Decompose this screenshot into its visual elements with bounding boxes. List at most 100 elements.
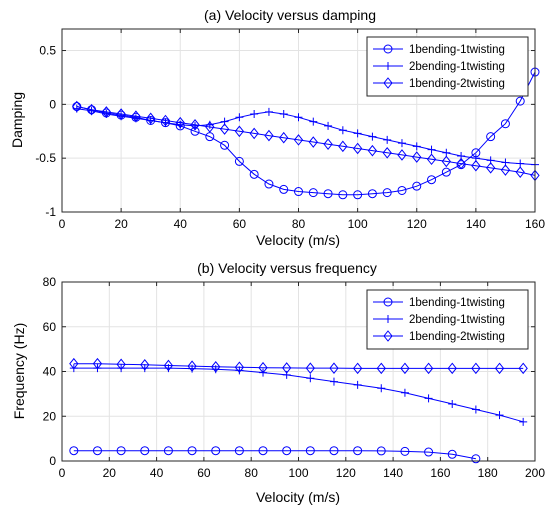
data-point-1bending-1twisting bbox=[382, 188, 392, 198]
x-axis-label-a: Velocity (m/s) bbox=[256, 232, 340, 248]
y-tick-labels-a: -1 -0.5 0 0.5 bbox=[35, 44, 56, 219]
data-point-1bending-1twisting bbox=[294, 187, 303, 197]
data-point-1bending-1twisting bbox=[279, 184, 289, 194]
data-point-1bending-2twisting bbox=[382, 146, 392, 159]
x-tick-label: 160 bbox=[525, 217, 545, 231]
y-tick-label: 0 bbox=[49, 97, 56, 111]
data-point-2bending-1twisting bbox=[471, 405, 480, 414]
data-point-1bending-1twisting bbox=[305, 446, 315, 456]
data-point-1bending-2twisting bbox=[175, 116, 185, 129]
data-point-1bending-2twisting bbox=[279, 131, 289, 144]
x-axis-label-b: Velocity (m/s) bbox=[256, 489, 340, 505]
x-tick-label: 20 bbox=[103, 466, 117, 480]
data-point-1bending-2twisting bbox=[146, 112, 156, 125]
data-point-1bending-1twisting bbox=[187, 446, 197, 456]
data-point-2bending-1twisting bbox=[448, 399, 457, 408]
data-point-1bending-2twisting bbox=[338, 140, 348, 153]
data-point-1bending-1twisting bbox=[211, 446, 221, 456]
data-point-1bending-1twisting bbox=[249, 169, 259, 179]
data-point-1bending-2twisting bbox=[518, 362, 528, 375]
data-point-1bending-2twisting bbox=[367, 144, 378, 157]
legend-marker-1bending-2twisting bbox=[383, 77, 393, 89]
data-point-1bending-2twisting bbox=[219, 123, 230, 135]
data-point-1bending-2twisting bbox=[494, 362, 505, 375]
chart-title-a: (a) Velocity versus damping bbox=[204, 7, 376, 23]
data-point-2bending-1twisting bbox=[117, 364, 126, 373]
data-point-2bending-1twisting bbox=[377, 384, 386, 393]
data-point-1bending-1twisting bbox=[447, 449, 457, 459]
series-markers-a bbox=[72, 67, 540, 200]
data-point-1bending-1twisting bbox=[427, 175, 437, 185]
data-point-1bending-1twisting bbox=[424, 447, 434, 457]
data-point-2bending-1twisting bbox=[235, 113, 244, 122]
data-point-1bending-1twisting bbox=[69, 446, 79, 456]
data-point-1bending-2twisting bbox=[131, 110, 141, 122]
data-point-1bending-1twisting bbox=[116, 446, 126, 456]
data-point-2bending-1twisting bbox=[400, 388, 409, 397]
x-tick-label: 120 bbox=[336, 466, 356, 480]
x-tick-label: 60 bbox=[233, 217, 247, 231]
data-point-1bending-1twisting bbox=[515, 96, 525, 106]
data-point-1bending-2twisting bbox=[323, 138, 333, 150]
legend-label-1bending-2twisting: 1bending-2twisting bbox=[409, 78, 505, 90]
data-point-2bending-1twisting bbox=[516, 159, 525, 168]
data-point-1bending-2twisting bbox=[249, 127, 259, 140]
data-point-1bending-2twisting bbox=[211, 361, 221, 373]
y-axis-label-b: Frequency (Hz) bbox=[11, 323, 27, 419]
legend-label-1bending-1twisting: 1bending-1twisting bbox=[409, 297, 505, 309]
y-axis-label-a: Damping bbox=[9, 92, 25, 148]
x-tick-label: 140 bbox=[383, 466, 403, 480]
data-point-1bending-2twisting bbox=[441, 155, 451, 168]
data-point-1bending-1twisting bbox=[323, 189, 333, 199]
x-tick-label: 100 bbox=[348, 217, 368, 231]
x-tick-label: 20 bbox=[114, 217, 128, 231]
data-point-1bending-2twisting bbox=[190, 119, 200, 131]
legend-label-1bending-2twisting: 1bending-2twisting bbox=[409, 331, 505, 343]
plot-frame-b bbox=[61, 281, 536, 462]
data-point-2bending-1twisting bbox=[368, 132, 377, 141]
y-tick-label: -1 bbox=[45, 205, 56, 219]
data-point-2bending-1twisting bbox=[383, 135, 392, 144]
x-tick-labels-a: 0 20 40 60 80 100 120 140 160 bbox=[59, 217, 546, 231]
data-point-1bending-1twisting bbox=[220, 140, 230, 150]
data-point-1bending-2twisting bbox=[264, 129, 274, 142]
data-point-2bending-1twisting bbox=[264, 107, 273, 116]
x-tick-label: 80 bbox=[292, 217, 306, 231]
data-point-2bending-1twisting bbox=[495, 411, 504, 420]
data-point-2bending-1twisting bbox=[412, 142, 421, 151]
data-point-1bending-1twisting bbox=[471, 454, 481, 464]
data-point-1bending-2twisting bbox=[205, 121, 215, 133]
chart-panel-b: (b) Velocity versus frequency 0 20 40 60 80 1… bbox=[11, 260, 545, 505]
data-point-2bending-1twisting bbox=[338, 126, 347, 135]
legend-marker-1bending-1twisting bbox=[383, 297, 393, 307]
data-point-1bending-1twisting bbox=[140, 446, 150, 456]
data-point-1bending-2twisting bbox=[101, 106, 111, 118]
x-tick-label: 40 bbox=[174, 217, 188, 231]
data-point-1bending-1twisting bbox=[234, 446, 244, 456]
data-point-1bending-2twisting bbox=[400, 362, 410, 375]
data-point-1bending-1twisting bbox=[500, 119, 510, 129]
data-point-1bending-2twisting bbox=[116, 358, 126, 371]
series-line-1bending-2twisting bbox=[76, 106, 536, 176]
data-point-1bending-1twisting bbox=[264, 179, 274, 189]
data-point-1bending-2twisting bbox=[116, 108, 126, 120]
x-tick-label: 120 bbox=[407, 217, 427, 231]
data-point-1bending-2twisting bbox=[282, 362, 292, 374]
y-tick-labels-b: 0 20 40 60 80 bbox=[43, 275, 57, 468]
data-point-1bending-2twisting bbox=[456, 157, 466, 170]
x-tick-label: 60 bbox=[197, 466, 211, 480]
legend-label-1bending-1twisting: 1bending-1twisting bbox=[409, 44, 505, 56]
legend-marker-2bending-1twisting bbox=[384, 315, 392, 323]
data-point-2bending-1twisting bbox=[424, 394, 433, 403]
data-point-1bending-2twisting bbox=[293, 134, 304, 146]
x-tick-label: 160 bbox=[430, 466, 450, 480]
x-tick-label: 100 bbox=[288, 466, 308, 480]
data-point-1bending-2twisting bbox=[140, 358, 150, 371]
data-point-1bending-1twisting bbox=[329, 446, 339, 456]
y-tick-label: 20 bbox=[43, 409, 57, 423]
x-tick-label: 0 bbox=[59, 217, 66, 231]
data-point-1bending-1twisting bbox=[92, 446, 102, 456]
legend-a: 1bending-1twisting 2bending-1twisting 1ben… bbox=[366, 36, 529, 97]
data-point-2bending-1twisting bbox=[250, 110, 259, 119]
